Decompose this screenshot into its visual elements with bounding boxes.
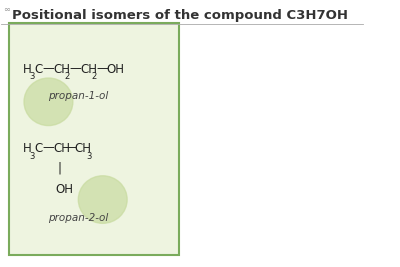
Text: 2: 2	[65, 72, 70, 81]
Ellipse shape	[78, 176, 127, 223]
Ellipse shape	[24, 78, 73, 125]
Text: OH: OH	[107, 63, 125, 76]
Text: |: |	[58, 162, 62, 175]
Text: —: —	[43, 141, 54, 154]
Text: H: H	[23, 63, 32, 76]
Text: —: —	[96, 62, 108, 75]
Text: Positional isomers of the compound C3H7OH: Positional isomers of the compound C3H7O…	[12, 9, 348, 22]
Text: 3: 3	[86, 152, 92, 161]
Text: CH: CH	[53, 63, 70, 76]
Text: CH: CH	[53, 142, 70, 155]
Text: propan-2-ol: propan-2-ol	[48, 213, 109, 223]
Text: 2: 2	[92, 72, 97, 81]
Text: CH: CH	[74, 142, 92, 155]
Text: 3: 3	[30, 72, 35, 81]
FancyBboxPatch shape	[9, 22, 179, 255]
Text: —: —	[43, 62, 54, 75]
Text: CH: CH	[80, 63, 97, 76]
Text: C: C	[35, 142, 43, 155]
Text: OH: OH	[55, 183, 73, 196]
Text: 3: 3	[30, 152, 35, 161]
Text: C: C	[35, 63, 43, 76]
Text: —: —	[64, 141, 76, 154]
Text: propan-1-ol: propan-1-ol	[48, 91, 109, 101]
Text: H: H	[23, 142, 32, 155]
Text: —: —	[70, 62, 81, 75]
Text: ∞: ∞	[3, 5, 10, 14]
